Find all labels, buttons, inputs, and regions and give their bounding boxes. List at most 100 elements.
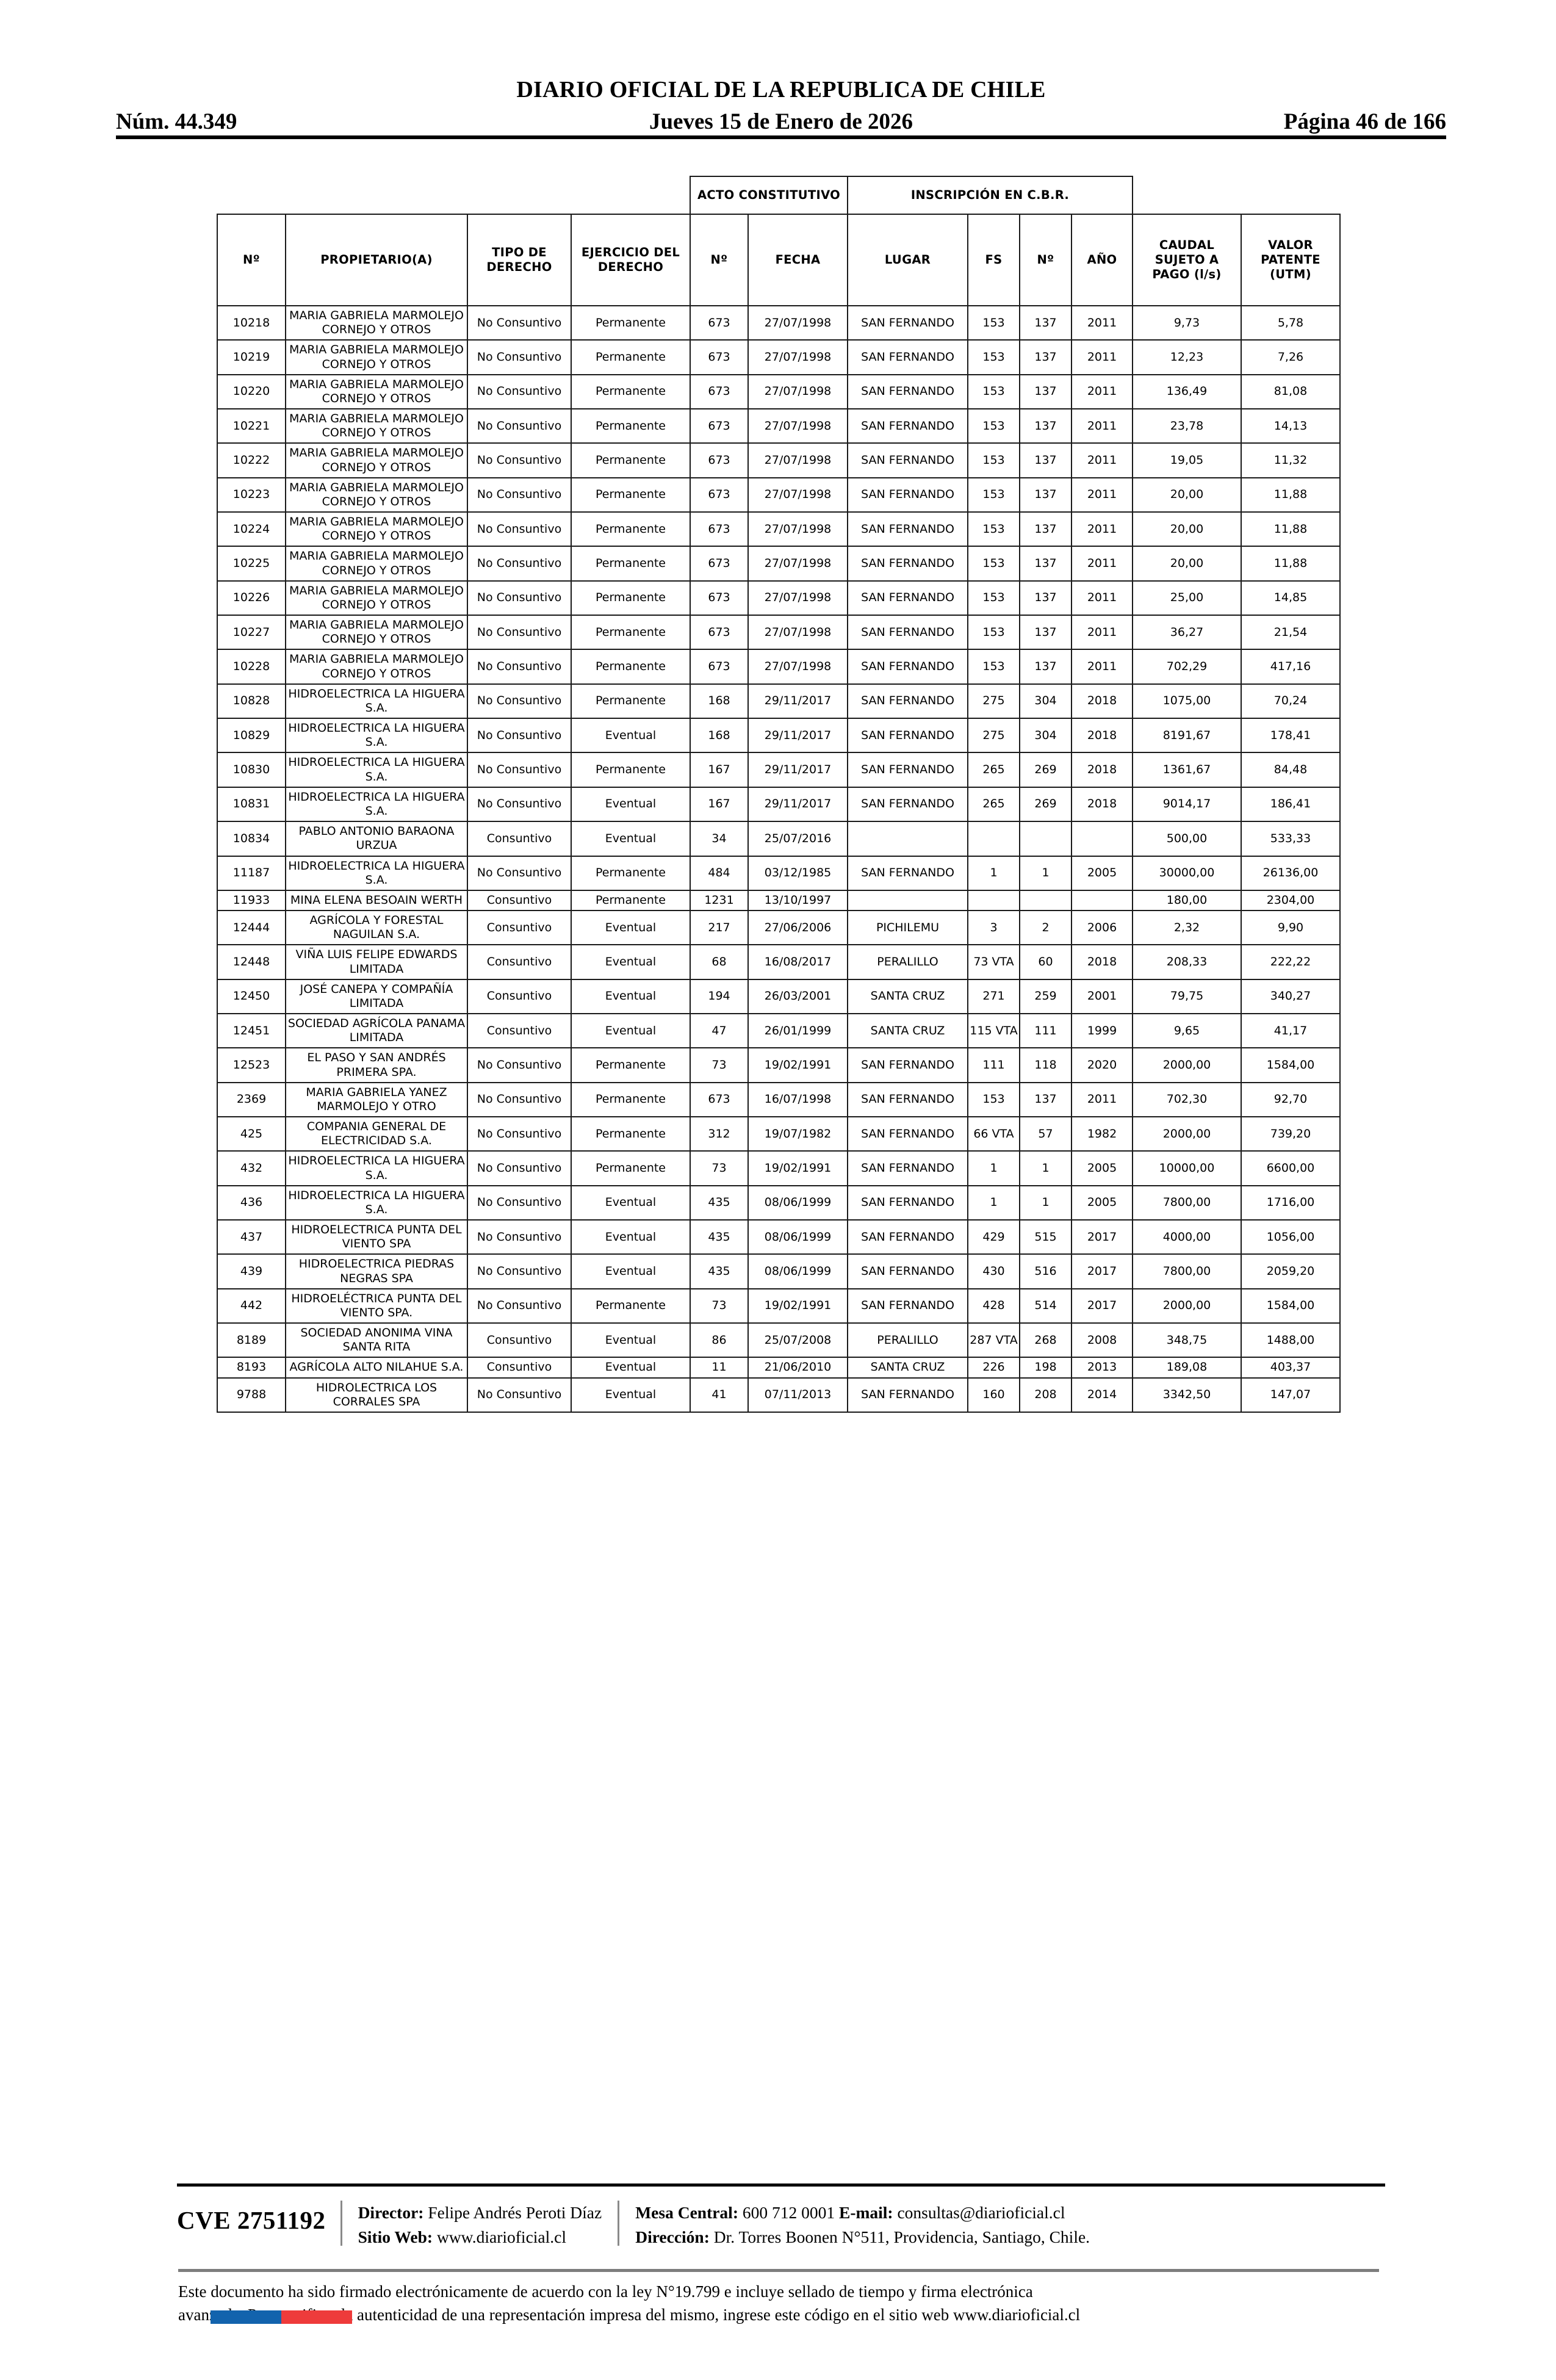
col-header-anio: AÑO (1071, 214, 1133, 306)
cell-acto-numero: 435 (690, 1219, 749, 1255)
cell-acto-fecha: 13/10/1997 (747, 889, 848, 912)
cell-lugar: SAN FERNANDO (847, 855, 968, 891)
cell-acto-numero: 673 (690, 546, 749, 582)
cell-valor-patente: 186,41 (1241, 786, 1341, 823)
cell-ejercicio: Permanente (571, 546, 691, 582)
cell-tipo-derecho: Consuntivo (467, 944, 572, 980)
cell-lugar: SAN FERNANDO (847, 477, 968, 513)
cell-valor-patente: 1716,00 (1241, 1185, 1341, 1221)
cell-propietario: MARIA GABRIELA MARMOLEJO CORNEJO Y OTROS (285, 649, 468, 685)
cell-valor-patente: 533,33 (1241, 821, 1341, 857)
cell-anio: 2011 (1071, 373, 1133, 410)
cell-acto-fecha: 27/07/1998 (747, 339, 848, 375)
group-header-inscripcion-cbr: INSCRIPCIÓN EN C.B.R. (847, 176, 1133, 215)
cell-fs: 153 (967, 339, 1020, 375)
cell-fs: 428 (967, 1288, 1020, 1324)
cell-valor-patente: 14,13 (1241, 408, 1341, 444)
cell-valor-patente: 417,16 (1241, 649, 1341, 685)
cell-caudal: 9014,17 (1132, 786, 1242, 823)
table-row: 2369 MARIA GABRIELA YANEZ MARMOLEJO Y OTR… (217, 1081, 1341, 1118)
cell-fs: 275 (967, 683, 1020, 719)
cell-propietario: HIDROELECTRICA LA HIGUERA S.A. (285, 1150, 468, 1186)
cell-valor-patente: 739,20 (1241, 1116, 1341, 1152)
cell-numero: 12451 (217, 1013, 286, 1049)
cell-propietario: COMPANIA GENERAL DE ELECTRICIDAD S.A. (285, 1116, 468, 1152)
cell-anio: 1999 (1071, 1013, 1133, 1049)
cell-ejercicio: Permanente (571, 373, 691, 410)
cell-ejercicio: Eventual (571, 978, 691, 1015)
cell-acto-fecha: 16/07/1998 (747, 1081, 848, 1118)
cell-tipo-derecho: No Consuntivo (467, 511, 572, 547)
cell-cbr-numero: 137 (1019, 339, 1072, 375)
col-header-numero: Nº (217, 214, 286, 306)
footer-mesa-line: Mesa Central: 600 712 0001 E-mail: consu… (635, 2201, 1090, 2225)
cell-tipo-derecho: No Consuntivo (467, 580, 572, 616)
cell-anio: 2011 (1071, 1081, 1133, 1118)
cell-propietario: HIDROELECTRICA PUNTA DEL VIENTO SPA (285, 1219, 468, 1255)
cell-acto-fecha: 08/06/1999 (747, 1219, 848, 1255)
table-row: 8189 SOCIEDAD ANONIMA VINA SANTA RITA Cons… (217, 1322, 1341, 1358)
cell-fs: 153 (967, 1081, 1020, 1118)
masthead: DIARIO OFICIAL DE LA REPUBLICA DE CHILE … (116, 78, 1446, 135)
cell-fs: 153 (967, 580, 1020, 616)
cell-acto-numero: 34 (690, 821, 749, 857)
cell-ejercicio: Permanente (571, 752, 691, 788)
sitio-web-value[interactable]: www.diarioficial.cl (436, 2227, 566, 2246)
footer-director-line: Director: Felipe Andrés Peroti Díaz (358, 2201, 602, 2225)
cell-propietario: MARIA GABRIELA MARMOLEJO CORNEJO Y OTROS (285, 580, 468, 616)
cell-ejercicio: Eventual (571, 944, 691, 980)
cell-numero: 9788 (217, 1377, 286, 1413)
cell-cbr-numero: 111 (1019, 1013, 1072, 1049)
cell-ejercicio: Eventual (571, 1253, 691, 1289)
cell-caudal: 2000,00 (1132, 1288, 1242, 1324)
cell-valor-patente: 2059,20 (1241, 1253, 1341, 1289)
table-row: 10828 HIDROELECTRICA LA HIGUERA S.A. No Co… (217, 683, 1341, 719)
cell-acto-numero: 73 (690, 1288, 749, 1324)
mesa-central-label: Mesa Central: (635, 2203, 738, 2222)
direccion-label: Dirección: (635, 2227, 710, 2246)
col-header-tipo-derecho: TIPO DE DERECHO (467, 214, 572, 306)
cve-code: CVE 2751192 (177, 2206, 326, 2234)
cell-propietario: MARIA GABRIELA MARMOLEJO CORNEJO Y OTROS (285, 442, 468, 478)
cell-tipo-derecho: No Consuntivo (467, 442, 572, 478)
col-header-acto-numero: Nº (690, 214, 749, 306)
cell-acto-fecha: 07/11/2013 (747, 1377, 848, 1413)
sitio-web-label: Sitio Web: (358, 2227, 433, 2246)
cell-valor-patente: 2304,00 (1241, 889, 1341, 912)
cell-numero: 442 (217, 1288, 286, 1324)
cell-anio: 2006 (1071, 910, 1133, 946)
cell-caudal: 10000,00 (1132, 1150, 1242, 1186)
cell-cbr-numero: 198 (1019, 1357, 1072, 1379)
email-value[interactable]: consultas@diarioficial.cl (897, 2203, 1065, 2222)
cell-numero: 12444 (217, 910, 286, 946)
cell-fs: 430 (967, 1253, 1020, 1289)
cell-caudal: 19,05 (1132, 442, 1242, 478)
cell-caudal: 25,00 (1132, 580, 1242, 616)
cell-cbr-numero: 516 (1019, 1253, 1072, 1289)
page-indicator: Página 46 de 166 (1283, 109, 1446, 134)
cell-acto-numero: 435 (690, 1185, 749, 1221)
cell-numero: 437 (217, 1219, 286, 1255)
cell-propietario: SOCIEDAD ANONIMA VINA SANTA RITA (285, 1322, 468, 1358)
cell-acto-fecha: 19/02/1991 (747, 1150, 848, 1186)
cell-fs: 153 (967, 477, 1020, 513)
cell-valor-patente: 403,37 (1241, 1357, 1341, 1379)
cell-fs: 265 (967, 752, 1020, 788)
cell-acto-numero: 168 (690, 683, 749, 719)
cell-caudal: 2000,00 (1132, 1116, 1242, 1152)
footer-divider-top (177, 2183, 1385, 2187)
cell-lugar (847, 821, 968, 857)
cell-acto-numero: 673 (690, 408, 749, 444)
cell-acto-fecha: 29/11/2017 (747, 718, 848, 754)
cell-cbr-numero (1019, 889, 1072, 912)
cell-fs: 153 (967, 305, 1020, 341)
cell-ejercicio: Permanente (571, 1288, 691, 1324)
col-header-fs: FS (967, 214, 1020, 306)
cell-propietario: MARIA GABRIELA MARMOLEJO CORNEJO Y OTROS (285, 305, 468, 341)
cell-lugar: SAN FERNANDO (847, 683, 968, 719)
cell-propietario: HIDROLECTRICA LOS CORRALES SPA (285, 1377, 468, 1413)
cell-cbr-numero (1019, 821, 1072, 857)
cell-lugar: SANTA CRUZ (847, 1357, 968, 1379)
cell-tipo-derecho: No Consuntivo (467, 1288, 572, 1324)
cell-caudal: 79,75 (1132, 978, 1242, 1015)
